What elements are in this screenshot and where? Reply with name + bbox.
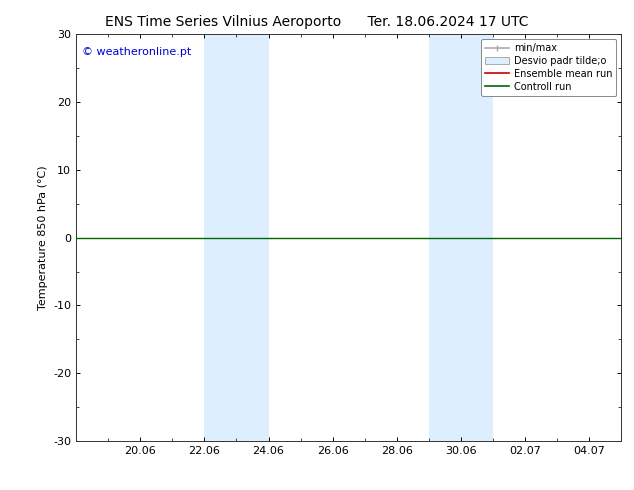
Bar bbox=[429, 34, 493, 441]
Text: © weatheronline.pt: © weatheronline.pt bbox=[82, 47, 191, 56]
Y-axis label: Temperature 850 hPa (°C): Temperature 850 hPa (°C) bbox=[37, 165, 48, 310]
Legend: min/max, Desvio padr tilde;o, Ensemble mean run, Controll run: min/max, Desvio padr tilde;o, Ensemble m… bbox=[481, 39, 616, 96]
Text: ENS Time Series Vilnius Aeroporto      Ter. 18.06.2024 17 UTC: ENS Time Series Vilnius Aeroporto Ter. 1… bbox=[105, 15, 529, 29]
Bar bbox=[204, 34, 269, 441]
